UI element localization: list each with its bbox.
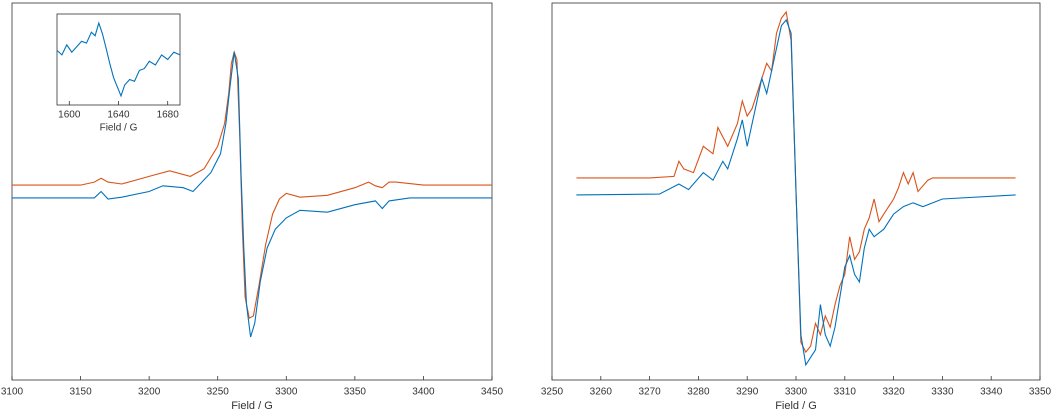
x-tick-label: 3400	[412, 387, 435, 398]
spectrum-line	[56, 21, 181, 98]
x-tick-label: 3350	[344, 387, 367, 398]
x-tick-label: 3250	[541, 387, 564, 398]
x-tick-label: 3270	[638, 387, 661, 398]
spectrum-line	[576, 10, 1016, 354]
x-axis-label: Field / G	[100, 123, 138, 134]
x-tick-label: 1600	[58, 110, 81, 121]
spectrum-line	[12, 50, 492, 320]
x-tick-label: 3340	[980, 387, 1003, 398]
x-tick-label: 3310	[834, 387, 857, 398]
x-tick-label: 1680	[157, 110, 180, 121]
x-tick-label: 3250	[207, 387, 230, 398]
x-tick-label: 3100	[1, 387, 24, 398]
plot-area	[56, 13, 181, 106]
x-tick-label: 3290	[736, 387, 759, 398]
x-tick-label: 3260	[590, 387, 613, 398]
x-tick-label: 3280	[687, 387, 710, 398]
x-tick-label: 3320	[882, 387, 905, 398]
x-tick-label: 3200	[138, 387, 161, 398]
x-axis-label: Field / G	[231, 400, 273, 412]
x-axis-label: Field / G	[775, 400, 817, 412]
spectrum-line	[12, 51, 492, 338]
x-tick-label: 3300	[275, 387, 298, 398]
x-tick-label: 3450	[481, 387, 504, 398]
spectrum-line	[576, 18, 1016, 367]
x-tick-label: 1640	[107, 110, 130, 121]
x-tick-label: 3300	[785, 387, 808, 398]
x-tick-label: 3150	[69, 387, 92, 398]
x-tick-label: 3330	[931, 387, 954, 398]
x-tick-label: 3350	[1029, 387, 1052, 398]
